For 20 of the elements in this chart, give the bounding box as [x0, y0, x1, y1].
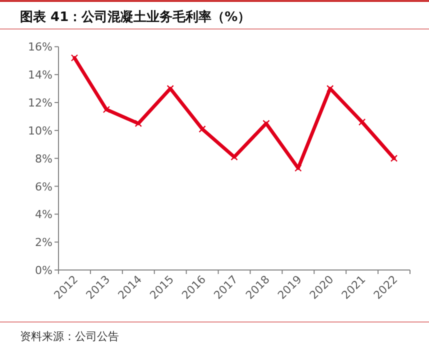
point	[134, 120, 142, 128]
point	[70, 54, 78, 62]
chart-title: 图表 41：公司混凝土业务毛利率（%）	[20, 9, 251, 25]
text: 资料来源：公司公告	[20, 330, 119, 343]
y-tick-label: 16%	[28, 40, 52, 54]
y-tick-label: 6%	[35, 180, 52, 194]
point	[294, 164, 302, 172]
point	[358, 118, 366, 126]
point	[326, 84, 334, 92]
point	[390, 154, 398, 162]
y-tick-label: 12%	[28, 96, 52, 110]
y-tick-label: 0%	[35, 264, 52, 277]
point	[198, 125, 206, 133]
y-tick-label: 10%	[28, 124, 52, 138]
y-tick-label: 14%	[28, 68, 52, 82]
y-tick-label: 8%	[35, 152, 52, 166]
y-tick-label: 4%	[35, 208, 52, 222]
y-tick-label: 2%	[35, 236, 52, 250]
line-series	[70, 54, 398, 172]
point	[102, 106, 110, 114]
